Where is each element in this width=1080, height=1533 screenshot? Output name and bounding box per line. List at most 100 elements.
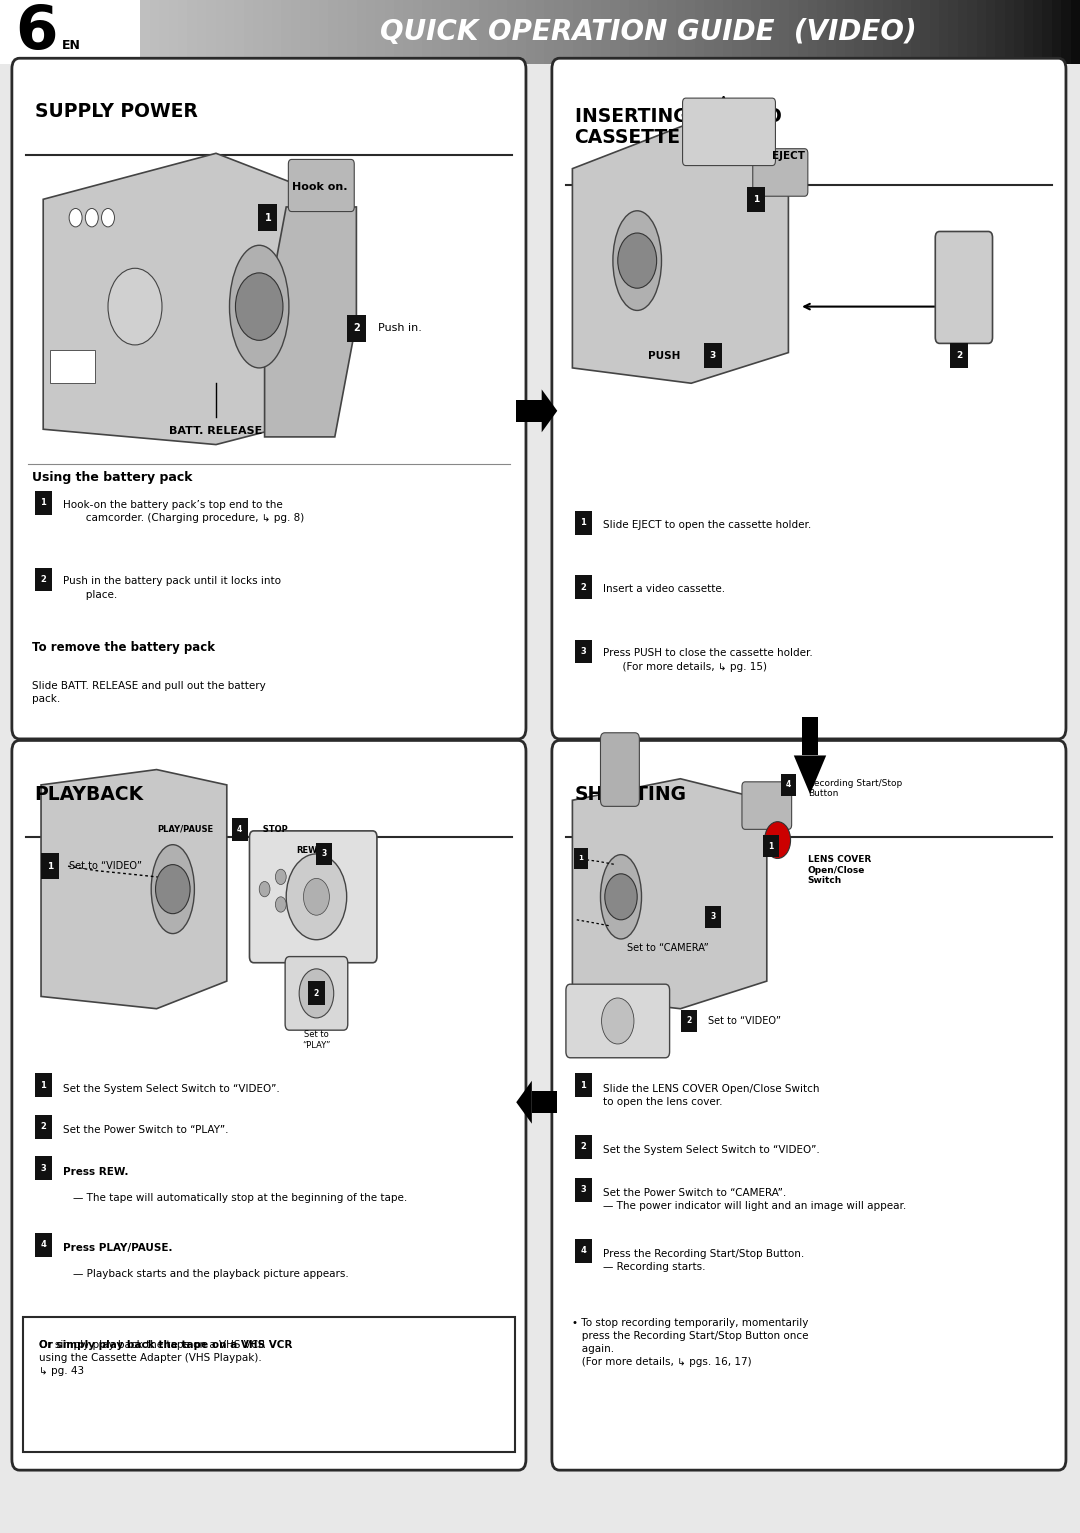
Text: Hook-on the battery pack’s top end to the
       camcorder. (Charging procedure,: Hook-on the battery pack’s top end to th… [63,500,303,523]
Bar [516,0,527,64]
Text: 1: 1 [46,862,53,871]
FancyBboxPatch shape [564,756,1054,835]
Bar [564,0,573,64]
Bar [516,400,543,422]
Circle shape [156,865,190,914]
Bar [1024,0,1035,64]
Circle shape [303,878,329,915]
FancyBboxPatch shape [564,74,1054,184]
FancyBboxPatch shape [681,1010,697,1032]
Text: Set the System Select Switch to “VIDEO”.: Set the System Select Switch to “VIDEO”. [63,1084,280,1095]
Bar [836,0,847,64]
Polygon shape [572,779,767,1009]
Bar [197,0,207,64]
Bar [366,0,377,64]
Bar [554,0,565,64]
Bar [948,0,959,64]
Text: Slide the LENS COVER Open/Close Switch
to open the lens cover.: Slide the LENS COVER Open/Close Switch t… [603,1084,819,1107]
Circle shape [85,208,98,227]
Bar [206,0,217,64]
Bar [1014,0,1025,64]
FancyBboxPatch shape [23,1317,515,1452]
Bar [742,0,752,64]
FancyBboxPatch shape [575,1134,592,1159]
Bar [846,0,855,64]
Text: 4: 4 [580,1246,586,1256]
Bar [282,0,292,64]
Circle shape [618,233,657,288]
Text: 1: 1 [265,213,271,222]
Text: Hook on.: Hook on. [292,182,347,192]
FancyBboxPatch shape [308,981,325,1006]
FancyBboxPatch shape [552,740,1066,1470]
Text: Set to “VIDEO”: Set to “VIDEO” [708,1016,782,1026]
Text: STOP: STOP [257,825,287,834]
FancyBboxPatch shape [950,343,968,368]
Text: Slide EJECT to open the cassette holder.: Slide EJECT to open the cassette holder. [603,520,811,530]
Bar [986,0,997,64]
Text: REW: REW [296,846,318,855]
Bar [638,0,649,64]
Bar [780,0,789,64]
FancyBboxPatch shape [35,567,52,592]
Text: 1: 1 [580,1081,586,1090]
Bar [826,0,837,64]
FancyBboxPatch shape [288,159,354,212]
Bar [968,0,977,64]
Bar [262,0,273,64]
Text: 2: 2 [687,1016,691,1026]
Bar [347,0,357,64]
Bar [600,0,611,64]
FancyBboxPatch shape [575,1073,592,1098]
Text: 3: 3 [40,1164,46,1173]
Bar [159,0,170,64]
Bar [478,0,489,64]
Bar [498,0,508,64]
FancyBboxPatch shape [705,906,720,927]
FancyBboxPatch shape [753,149,808,196]
FancyBboxPatch shape [24,756,514,835]
FancyBboxPatch shape [24,74,514,153]
Bar [582,0,593,64]
Circle shape [275,869,286,885]
Text: Set the Power Switch to “CAMERA”.
— The power indicator will light and an image : Set the Power Switch to “CAMERA”. — The … [603,1188,906,1211]
Bar [1032,0,1043,64]
Text: 6: 6 [15,3,57,63]
Text: SHOOTING: SHOOTING [575,785,687,803]
Text: BATT. RELEASE: BATT. RELEASE [170,426,262,437]
Text: QUICK OPERATION GUIDE  (VIDEO): QUICK OPERATION GUIDE (VIDEO) [380,18,916,46]
Bar [976,0,987,64]
Text: 4: 4 [238,825,242,834]
Bar [469,0,480,64]
Bar [272,0,283,64]
Bar [413,0,423,64]
FancyBboxPatch shape [704,343,721,368]
Text: Press PUSH to close the cassette holder.
      (For more details, ↳ pg. 15): Press PUSH to close the cassette holder.… [603,648,812,671]
Polygon shape [542,389,557,432]
FancyBboxPatch shape [35,491,52,515]
Bar [572,0,583,64]
Bar [140,0,151,64]
FancyBboxPatch shape [12,740,526,1470]
Text: 1: 1 [769,842,773,851]
Bar [874,0,883,64]
FancyBboxPatch shape [575,639,592,664]
Bar [920,0,931,64]
Bar [666,0,677,64]
Bar [770,0,781,64]
FancyBboxPatch shape [781,774,796,796]
Polygon shape [572,123,788,383]
Text: — The tape will automatically stop at the beginning of the tape.: — The tape will automatically stop at th… [73,1193,407,1203]
Text: 1: 1 [753,195,759,204]
FancyBboxPatch shape [285,957,348,1030]
Text: 1: 1 [40,498,46,507]
Text: PLAY/PAUSE: PLAY/PAUSE [158,825,214,834]
Bar [253,0,264,64]
FancyBboxPatch shape [552,58,1066,739]
FancyBboxPatch shape [683,98,775,166]
Bar [940,0,949,64]
Bar [1004,0,1015,64]
FancyBboxPatch shape [742,782,792,829]
Bar [694,0,705,64]
Text: EJECT: EJECT [772,150,805,161]
